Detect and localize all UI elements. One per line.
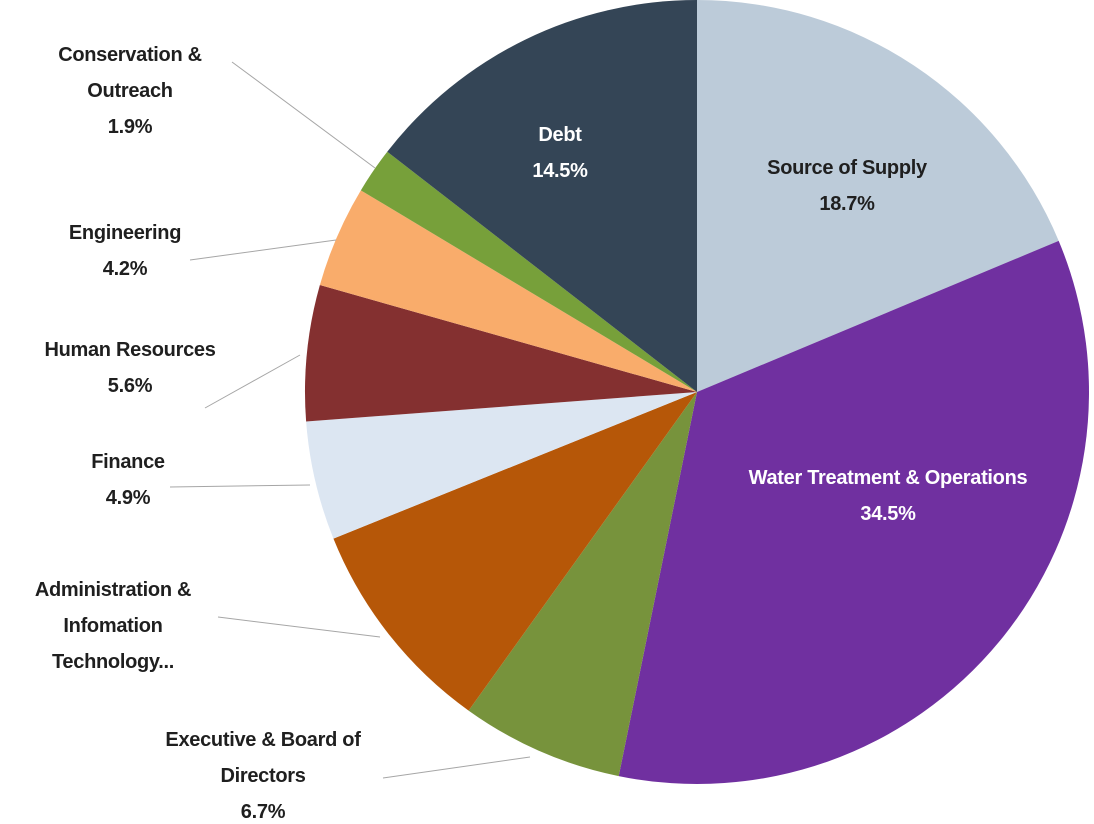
slice-label: Administration & Infomation Technology..… [3, 572, 223, 680]
category-label: Conservation & Outreach [58, 44, 202, 102]
pie-slice [306, 392, 697, 539]
slice-label: Debt 14.5% [480, 117, 640, 189]
leader-line [204, 354, 301, 409]
category-label: Debt [538, 124, 582, 146]
value-label: 34.5% [860, 503, 916, 525]
slice-label: Conservation & Outreach 1.9% [30, 37, 230, 145]
slice-label: Water Treatment & Operations 34.5% [748, 460, 1028, 532]
pie-slice [319, 190, 697, 392]
leader-line [217, 616, 381, 638]
leader-line [231, 61, 376, 169]
value-label: 4.2% [102, 258, 148, 280]
pie-slice [697, 0, 1059, 392]
category-label: Source of Supply [767, 157, 927, 179]
category-label: Executive & Board of Directors [165, 729, 361, 787]
slice-label: Engineering 4.2% [25, 215, 225, 287]
slice-label: Source of Supply 18.7% [717, 150, 977, 222]
category-label: Finance [91, 451, 165, 473]
slice-label: Human Resources 5.6% [10, 332, 250, 404]
value-label: 4.9% [105, 487, 151, 509]
slice-label: Executive & Board of Directors 6.7% [138, 722, 388, 824]
category-label: Human Resources [44, 339, 216, 361]
value-label: 1.9% [107, 116, 153, 138]
leader-line [382, 756, 531, 779]
value-label: 14.5% [532, 160, 588, 182]
pie-slice [618, 240, 1089, 784]
pie-slice [387, 0, 697, 392]
value-label: 18.7% [819, 193, 875, 215]
pie-slice [468, 392, 697, 777]
slice-label: Finance 4.9% [28, 444, 228, 516]
category-label: Engineering [68, 222, 182, 244]
value-label: 6.7% [240, 801, 286, 823]
leader-line [169, 484, 311, 488]
pie-slice [360, 151, 697, 392]
pie-slice [333, 392, 697, 711]
category-label: Water Treatment & Operations [748, 467, 1028, 489]
leader-line [189, 239, 337, 261]
pie-slice [305, 285, 697, 422]
value-label: 5.6% [107, 375, 153, 397]
category-label: Administration & Infomation Technology..… [34, 579, 192, 673]
